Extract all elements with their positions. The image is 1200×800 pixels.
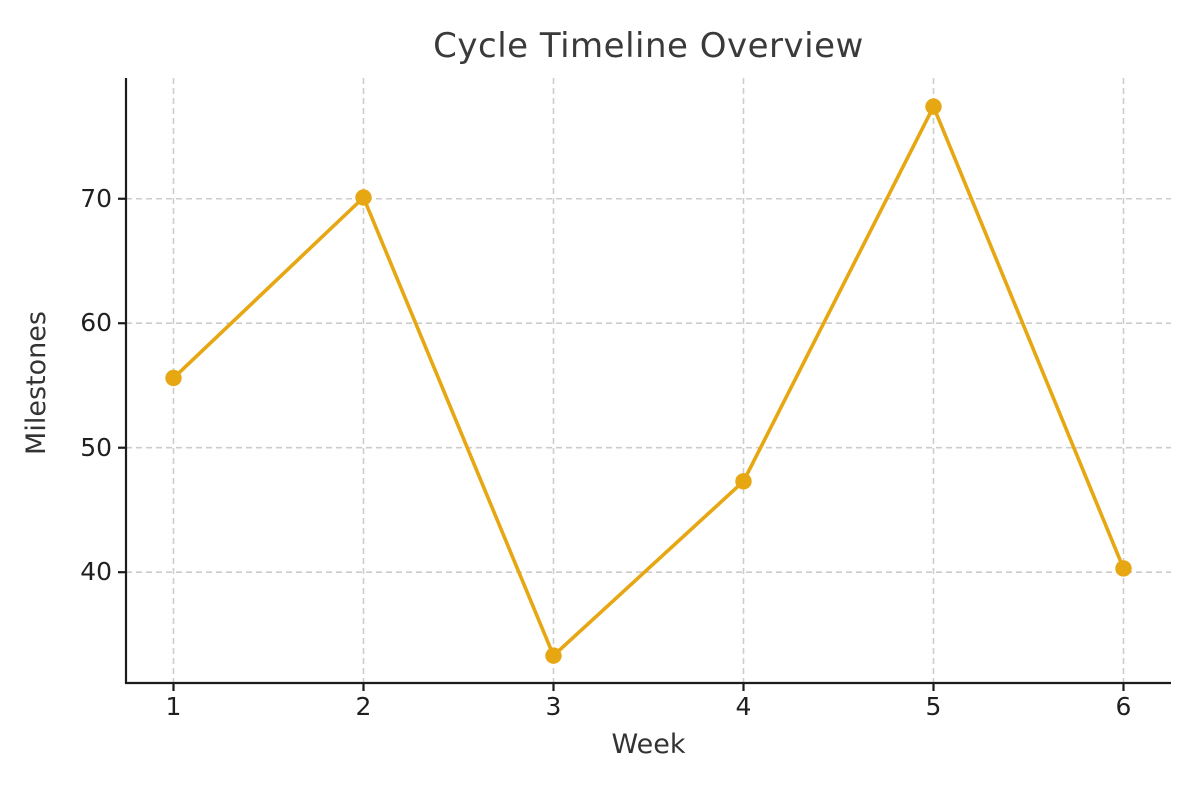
data-line — [171, 104, 1126, 658]
data-point-marker — [545, 647, 562, 664]
y-axis-label: Milestones — [21, 311, 52, 455]
chart-title: Cycle Timeline Overview — [433, 26, 864, 66]
y-tick-label: 40 — [80, 557, 112, 587]
x-axis-label: Week — [611, 729, 686, 760]
x-tick-label: 2 — [355, 692, 372, 721]
data-point-marker — [1115, 560, 1132, 577]
y-tick-label: 70 — [80, 183, 112, 213]
data-point-marker — [355, 189, 372, 206]
data-point-marker — [925, 98, 942, 115]
data-point-marker — [735, 473, 752, 490]
data-point-marker — [165, 369, 182, 387]
x-tick-label: 5 — [925, 692, 942, 721]
x-tick-label: 1 — [165, 692, 182, 721]
y-tick-label: 50 — [80, 432, 112, 462]
y-tick-label: 60 — [80, 308, 112, 338]
x-tick-label: 4 — [735, 692, 752, 721]
x-tick-label: 3 — [545, 692, 562, 721]
x-tick-label: 6 — [1115, 692, 1132, 721]
